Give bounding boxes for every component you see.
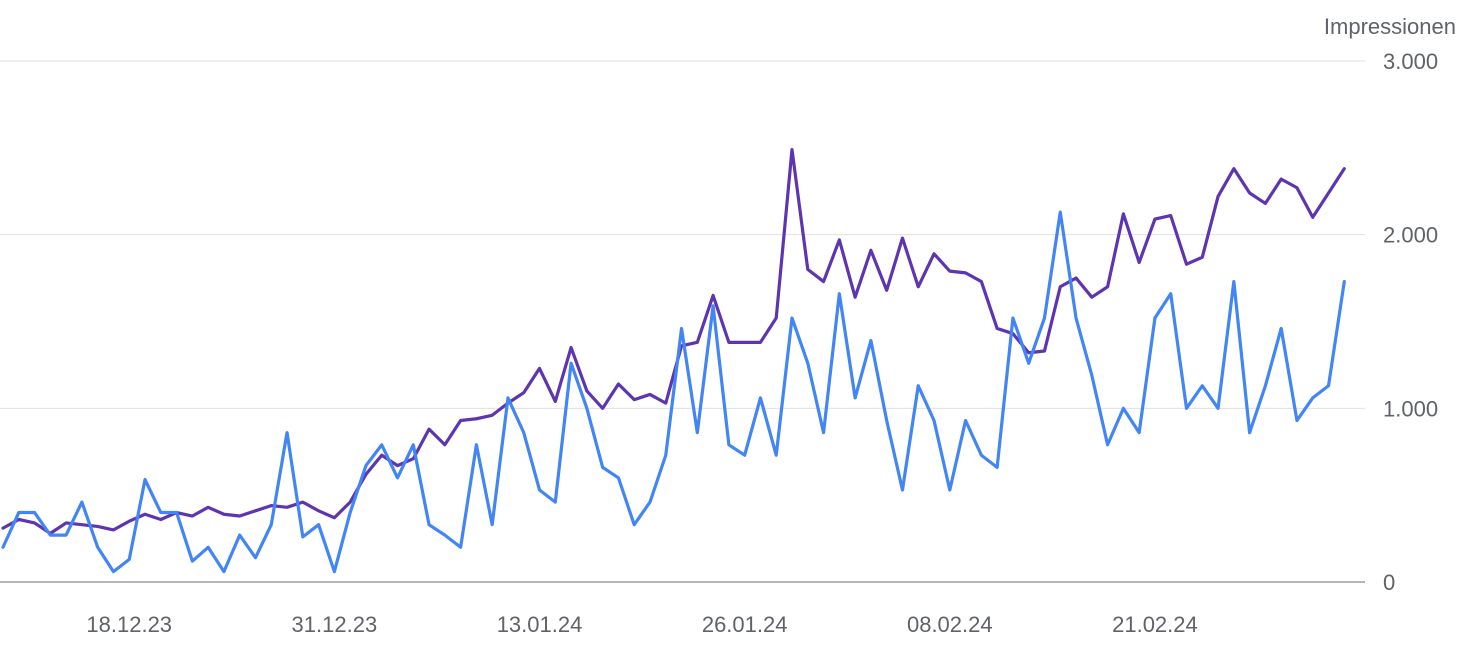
- grid-lines: [0, 60, 1365, 583]
- x-tick-label: 26.01.24: [702, 612, 788, 637]
- series-line-1: [1, 147, 1346, 535]
- x-tick-label: 18.12.23: [86, 612, 172, 637]
- x-tick-label: 08.02.24: [907, 612, 993, 637]
- y-tick-label: 3.000: [1383, 49, 1438, 74]
- x-axis: 18.12.23 31.12.23 13.01.24 26.01.24 08.02.24…: [86, 612, 1197, 637]
- x-tick-label: 31.12.23: [292, 612, 378, 637]
- series-line-2: [1, 210, 1346, 574]
- y-tick-label: 1.000: [1383, 396, 1438, 421]
- x-tick-label: 13.01.24: [497, 612, 583, 637]
- y-axis-title: Impressionen: [1324, 14, 1456, 39]
- x-tick-label: 21.02.24: [1112, 612, 1198, 637]
- y-axis: 0 1.000 2.000 3.000: [1383, 49, 1438, 595]
- y-tick-label: 2.000: [1383, 223, 1438, 248]
- y-tick-label: 0: [1383, 570, 1395, 595]
- series-layer: [1, 147, 1346, 574]
